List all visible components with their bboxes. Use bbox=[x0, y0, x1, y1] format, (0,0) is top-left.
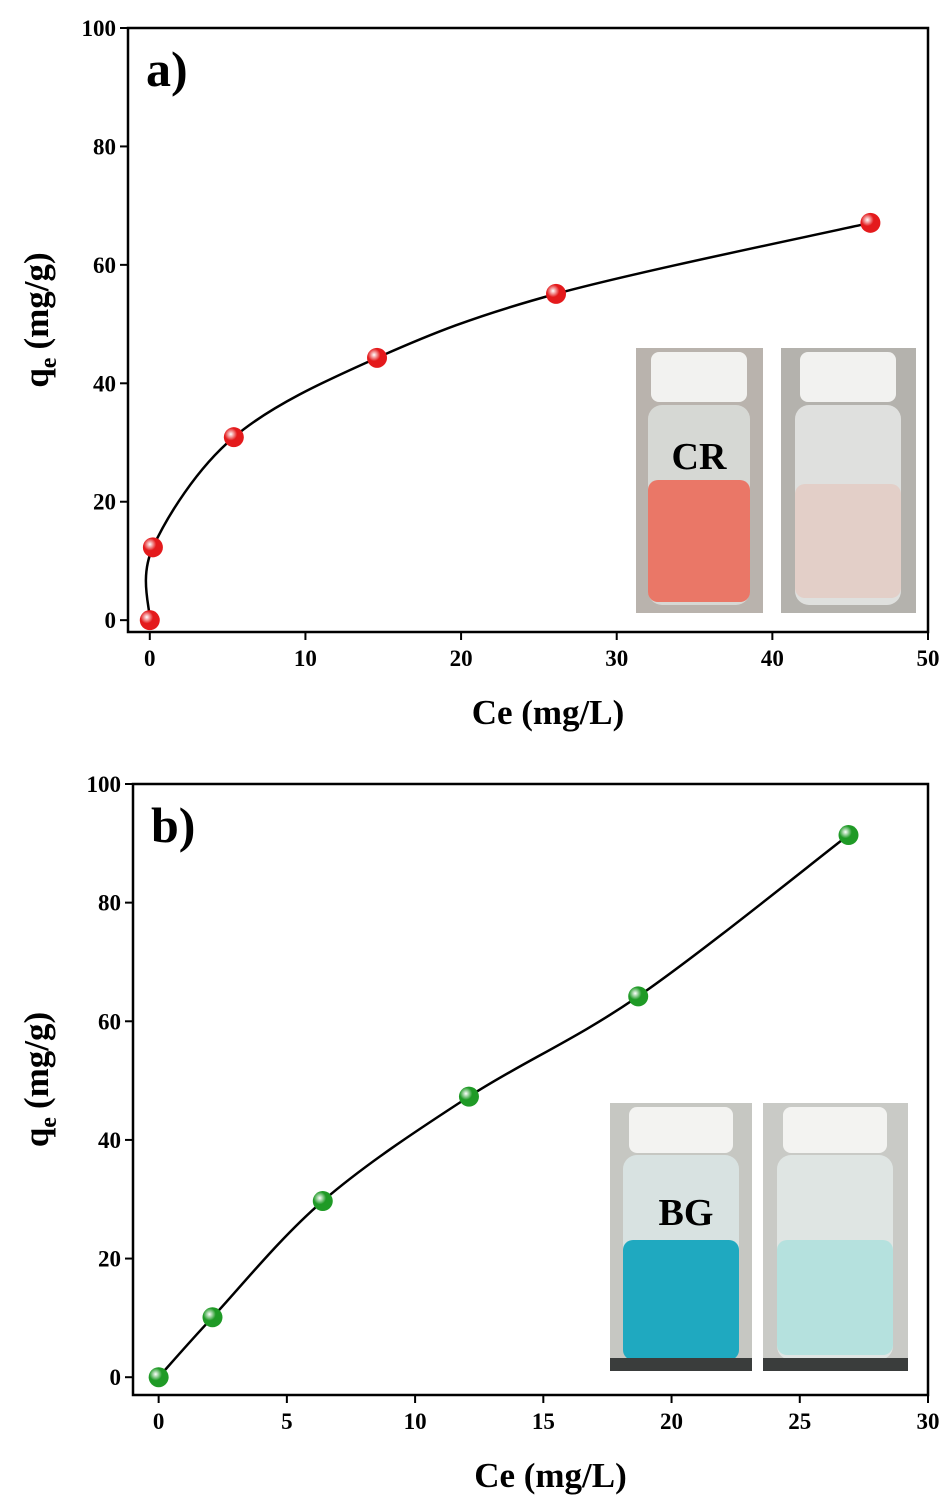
figure: 02040608010001020304050Ce (mg/L)qe(mg/g)… bbox=[0, 0, 951, 1510]
y-tick-label: 60 bbox=[93, 253, 116, 278]
y-label-unit: (mg/g) bbox=[17, 1012, 56, 1109]
x-tick-label: 15 bbox=[532, 1409, 555, 1434]
inset-photo bbox=[610, 1103, 908, 1371]
data-point bbox=[546, 284, 566, 304]
data-point bbox=[313, 1191, 333, 1211]
x-tick-label: 0 bbox=[153, 1409, 165, 1434]
data-point bbox=[143, 537, 163, 557]
y-label-unit: (mg/g) bbox=[17, 252, 56, 349]
data-point bbox=[839, 825, 859, 845]
panel-label: a) bbox=[146, 41, 188, 97]
x-tick-label: 50 bbox=[917, 646, 940, 671]
x-tick-label: 25 bbox=[788, 1409, 811, 1434]
y-tick-label: 20 bbox=[93, 490, 116, 515]
y-tick-label: 80 bbox=[98, 891, 121, 916]
page: 02040608010001020304050Ce (mg/L)qe(mg/g)… bbox=[0, 0, 951, 1510]
y-tick-label: 80 bbox=[93, 134, 116, 159]
inset-label: CR bbox=[672, 436, 727, 478]
x-tick-label: 5 bbox=[281, 1409, 293, 1434]
y-label-symbol: q bbox=[17, 1127, 56, 1147]
y-tick-label: 20 bbox=[98, 1247, 121, 1272]
y-axis-label: qe (mg/g) bbox=[17, 1012, 62, 1147]
x-tick-label: 20 bbox=[660, 1409, 683, 1434]
y-tick-label: 100 bbox=[82, 16, 117, 41]
data-point bbox=[367, 348, 387, 368]
data-point bbox=[628, 986, 648, 1006]
x-tick-label: 0 bbox=[144, 646, 156, 671]
y-tick-label: 100 bbox=[87, 772, 122, 797]
data-point bbox=[459, 1087, 479, 1107]
y-axis-label: qe (mg/g) bbox=[17, 252, 62, 387]
x-tick-label: 30 bbox=[605, 646, 628, 671]
x-tick-label: 10 bbox=[404, 1409, 427, 1434]
panel-label: b) bbox=[151, 797, 195, 853]
x-tick-label: 20 bbox=[450, 646, 473, 671]
x-tick-label: 30 bbox=[917, 1409, 940, 1434]
inset-photo bbox=[636, 348, 916, 613]
y-label-subscript: e bbox=[36, 1117, 62, 1128]
x-axis-label: Ce (mg/L) bbox=[472, 693, 625, 732]
y-tick-label: 60 bbox=[98, 1009, 121, 1034]
data-point bbox=[203, 1307, 223, 1327]
y-label-symbol: q bbox=[17, 368, 56, 388]
inset-label: BG bbox=[659, 1192, 714, 1234]
data-point bbox=[140, 610, 160, 630]
x-tick-label: 10 bbox=[294, 646, 317, 671]
y-tick-label: 40 bbox=[98, 1128, 121, 1153]
y-tick-label: 40 bbox=[93, 371, 116, 396]
y-tick-label: 0 bbox=[110, 1365, 122, 1390]
y-tick-label: 0 bbox=[105, 608, 117, 633]
y-label-subscript: e bbox=[36, 357, 62, 368]
x-tick-label: 40 bbox=[761, 646, 784, 671]
data-point bbox=[224, 427, 244, 447]
data-point bbox=[860, 213, 880, 233]
data-point bbox=[149, 1367, 169, 1387]
x-axis-label: Ce (mg/L) bbox=[474, 1456, 627, 1495]
